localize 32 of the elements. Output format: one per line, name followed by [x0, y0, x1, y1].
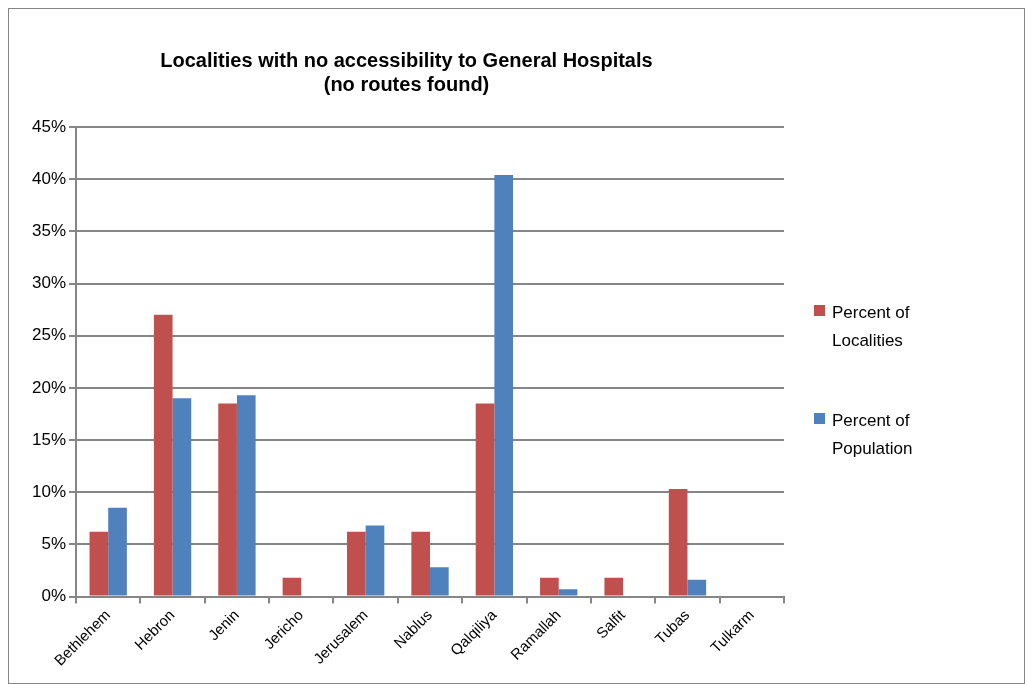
bar [604, 577, 624, 596]
bar [153, 314, 173, 596]
bar [540, 577, 559, 596]
legend-label: Percent of Population [832, 410, 914, 460]
bar [668, 489, 688, 596]
y-tick-label: 0% [41, 586, 67, 606]
y-tick-label: 35% [31, 221, 67, 241]
bar [236, 395, 256, 596]
bar [687, 579, 707, 596]
y-tick-label: 45% [31, 116, 67, 136]
y-tick-label: 15% [31, 429, 67, 449]
bar [172, 398, 192, 596]
y-tick-label: 25% [31, 325, 67, 345]
text: (no routes found) [323, 72, 490, 95]
bar [89, 531, 109, 596]
text: Localities with no accessibility to General Hospitals [160, 48, 653, 71]
bar [558, 589, 578, 596]
bar [475, 403, 495, 596]
y-tick-label: 5% [41, 534, 67, 554]
y-tick-label: 40% [31, 168, 67, 188]
bar [346, 531, 366, 596]
bar [218, 403, 237, 596]
y-tick-label: 10% [31, 481, 67, 501]
bar [108, 507, 127, 596]
bar [411, 531, 431, 596]
legend-label: Percent of Localities [832, 302, 911, 352]
bar [494, 175, 514, 596]
y-tick-label: 20% [31, 377, 67, 397]
bar [282, 577, 302, 596]
bar [430, 567, 449, 596]
y-tick-label: 30% [31, 273, 67, 293]
bar [365, 525, 385, 596]
